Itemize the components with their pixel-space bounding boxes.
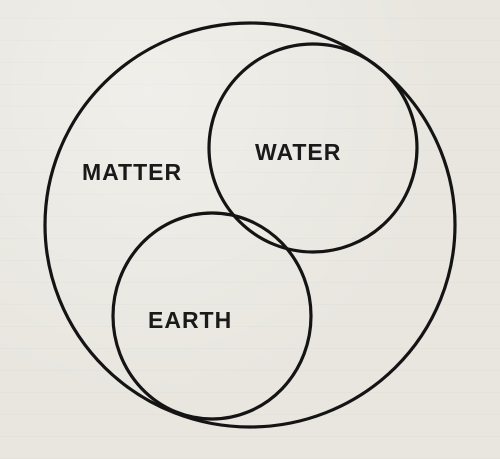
water-label: WATER (255, 139, 341, 165)
earth-label: EARTH (148, 307, 232, 333)
earth-circle (111, 211, 313, 421)
water-circle (207, 42, 419, 254)
matter-label: MATTER (82, 159, 182, 185)
matter-circle (43, 21, 457, 429)
